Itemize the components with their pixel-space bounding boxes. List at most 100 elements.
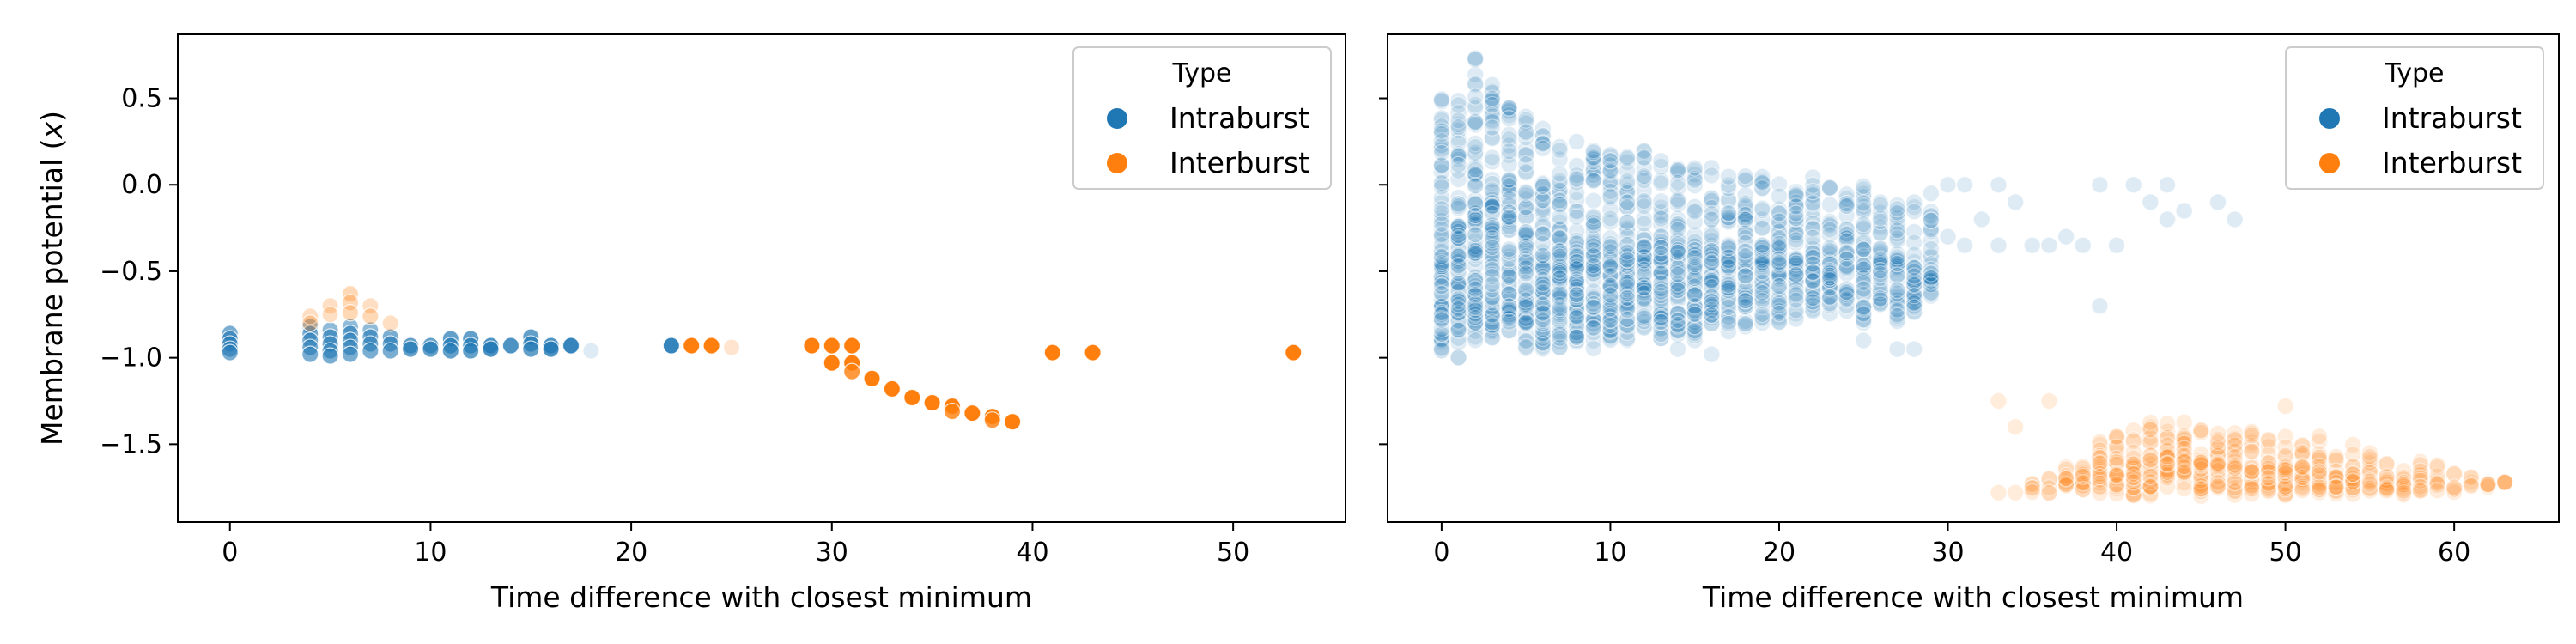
right-intraburst-point	[1804, 214, 1822, 233]
right-intraburst-point	[1500, 313, 1518, 331]
right-intraburst-point	[1855, 177, 1873, 195]
right-intraburst-point	[1804, 176, 1822, 194]
right-intraburst-point	[1668, 173, 1687, 191]
right-interburst-point	[2243, 442, 2261, 460]
right-intraburst-point	[1568, 309, 1586, 327]
right-intraburst-point	[1753, 305, 1771, 324]
right-intraburst-point	[1787, 223, 1805, 241]
right-interburst-point	[2259, 430, 2278, 449]
right-intraburst-point	[1753, 174, 1771, 192]
right-intraburst-point	[1787, 301, 1805, 319]
left-intraburst-point	[522, 340, 540, 358]
right-intraburst-point	[1736, 267, 1754, 285]
right-intraburst-point	[1500, 143, 1518, 161]
right-intraburst-point	[1568, 280, 1586, 298]
right-intraburst-point	[1635, 215, 1653, 233]
left-interburst-point	[1285, 343, 1303, 361]
right-interburst-point	[2395, 482, 2413, 500]
right-intraburst-point	[1668, 265, 1687, 283]
right-intraburst-point	[1449, 155, 1467, 173]
right-intraburst-point	[1618, 310, 1637, 328]
right-interburst-point	[2023, 483, 2041, 501]
right-intraburst-point	[1703, 191, 1721, 210]
right-intraburst-point	[1652, 286, 1670, 305]
left-intraburst-point	[482, 340, 500, 358]
right-intraburst-point	[1635, 252, 1653, 270]
right-intraburst-point	[1719, 298, 1738, 316]
right-x-tick-label: 30	[1931, 538, 1964, 568]
right-intraburst-point	[1534, 205, 1552, 223]
right-intraburst-point	[1449, 170, 1467, 189]
right-intraburst-point	[1855, 216, 1873, 234]
right-intraburst-point	[2124, 176, 2142, 194]
right-x-tick-label: 40	[2100, 538, 2133, 568]
right-intraburst-point	[2208, 193, 2227, 211]
right-intraburst-point	[1483, 219, 1501, 237]
right-intraburst-point	[1770, 234, 1789, 253]
right-intraburst-point	[1787, 231, 1805, 249]
right-interburst-point	[2158, 415, 2177, 433]
right-intraburst-point	[1686, 286, 1704, 304]
left-interburst-point	[361, 297, 380, 315]
right-intraburst-point	[1618, 289, 1637, 307]
right-intraburst-point	[1432, 247, 1450, 265]
right-intraburst-point	[1855, 194, 1873, 212]
right-intraburst-point	[1618, 285, 1637, 303]
right-intraburst-point	[1888, 282, 1906, 300]
right-legend: Type Intraburst Interburst	[2285, 46, 2544, 190]
right-legend-intraburst-label: Intraburst	[2382, 101, 2522, 135]
right-intraburst-point	[1500, 240, 1518, 258]
left-interburst-point	[341, 294, 360, 312]
left-x-tick-label: 30	[816, 538, 848, 568]
right-intraburst-point	[1467, 88, 1485, 106]
left-intraburst-point	[501, 337, 520, 355]
right-intraburst-point	[1483, 329, 1501, 347]
right-intraburst-point	[1467, 280, 1485, 298]
left-intraburst-point	[341, 345, 360, 363]
right-intraburst-point	[1601, 145, 1619, 164]
right-intraburst-point	[1686, 202, 1704, 220]
right-interburst-point	[2310, 463, 2329, 481]
left-y-axis-ticks: 0.5 0.0 −0.5 −1.0 −1.5	[100, 84, 178, 459]
right-intraburst-point	[1601, 187, 1619, 205]
right-intraburst-point	[1668, 315, 1687, 333]
right-intraburst-point	[1568, 290, 1586, 308]
right-interburst-point	[2208, 433, 2227, 452]
right-intraburst-point	[1719, 239, 1738, 258]
right-intraburst-point	[1449, 321, 1467, 339]
right-intraburst-point	[1483, 76, 1501, 94]
right-intraburst-point	[1584, 237, 1602, 255]
right-intraburst-point	[2226, 210, 2244, 228]
right-intraburst-point	[1517, 259, 1535, 277]
right-interburst-point	[2378, 482, 2396, 500]
left-interburst-point	[381, 314, 399, 332]
right-intraburst-point	[1719, 258, 1738, 276]
right-intraburst-point	[1618, 213, 1637, 231]
right-intraburst-point	[1939, 228, 1957, 246]
right-interburst-point	[2208, 477, 2227, 495]
right-intraburst-point	[1467, 137, 1485, 156]
right-intraburst-point	[1871, 262, 1890, 280]
right-intraburst-point	[1517, 264, 1535, 283]
right-intraburst-point	[1601, 286, 1619, 304]
right-intraburst-point	[1483, 95, 1501, 114]
right-interburst-point	[2445, 478, 2464, 496]
right-intraburst-point	[1551, 172, 1569, 191]
right-intraburst-point	[1568, 253, 1586, 271]
right-interburst-point	[2243, 480, 2261, 498]
right-scatter-panel: 0 10 20 30 40 50 60 Time difference with close…	[1379, 33, 2560, 614]
right-intraburst-point	[1584, 143, 1602, 161]
right-interburst-point	[2462, 477, 2480, 495]
right-intraburst-point	[1686, 171, 1704, 190]
right-intraburst-point	[1736, 224, 1754, 242]
left-interburst-point	[863, 369, 881, 387]
right-intraburst-point	[1804, 183, 1822, 201]
left-intraburst-point	[441, 342, 459, 360]
right-intraburst-point	[1517, 281, 1535, 299]
right-intraburst-point	[1719, 204, 1738, 222]
right-intraburst-point	[1719, 167, 1738, 185]
right-interburst-point	[2208, 455, 2227, 473]
right-intraburst-point	[1534, 234, 1552, 252]
right-intraburst-point	[1703, 278, 1721, 296]
